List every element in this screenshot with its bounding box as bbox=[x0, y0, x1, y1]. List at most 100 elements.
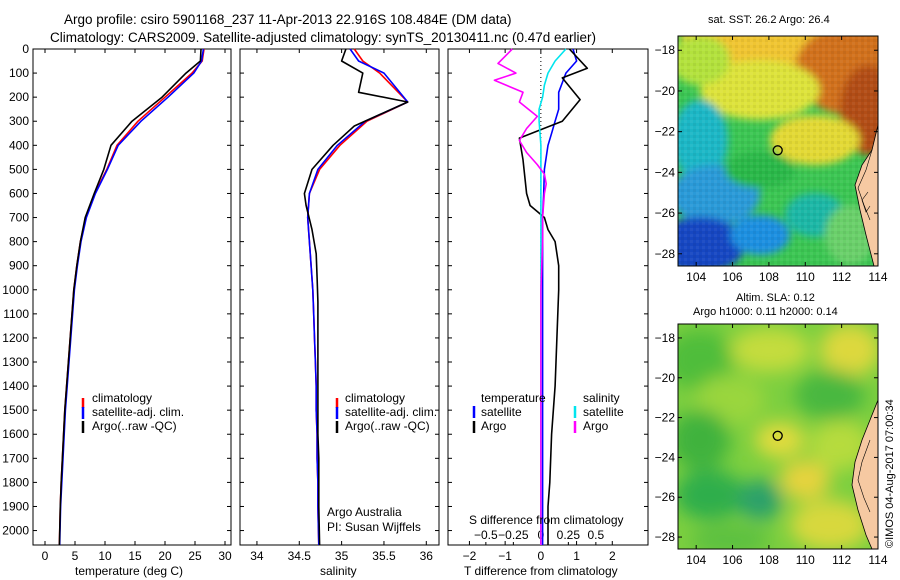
depth-tick-label: 500 bbox=[9, 162, 29, 176]
lat-tick-label: −28 bbox=[655, 530, 676, 544]
s-tick-label: −0.5 bbox=[474, 528, 498, 542]
lon-tick-label: 106 bbox=[723, 270, 743, 284]
lon-tick-label: 110 bbox=[796, 270, 815, 284]
s-tick-label: −0.25 bbox=[498, 528, 529, 542]
argo-raw-qc-profile-line bbox=[303, 48, 409, 546]
depth-tick-label: 1700 bbox=[2, 451, 29, 465]
salinity-depth-ticks bbox=[240, 48, 439, 532]
difference-depth-ticks bbox=[448, 48, 648, 532]
legend-temp-argo-label: Argo bbox=[481, 419, 507, 433]
depth-tick-label: 1800 bbox=[2, 475, 29, 489]
lat-tick-label: −20 bbox=[655, 84, 676, 98]
lon-tick-label: 104 bbox=[686, 270, 706, 284]
depth-tick-label: 1300 bbox=[2, 355, 29, 369]
figure-title-line2: Climatology: CARS2009. Satellite-adjuste… bbox=[50, 30, 596, 45]
lon-tick-label: 114 bbox=[868, 553, 887, 567]
sst-map-title: sat. SST: 26.2 Argo: 26.4 bbox=[708, 14, 830, 26]
depth-tick-label: 700 bbox=[9, 211, 29, 225]
temperature-profiles bbox=[58, 48, 205, 546]
legend-salinity-header: salinity bbox=[583, 391, 620, 405]
x-tick-label: 25 bbox=[188, 549, 202, 563]
depth-tick-label: 0 bbox=[22, 42, 29, 56]
legend-climatology-label: climatology bbox=[345, 391, 405, 405]
temperature-depth-ticks: 0 100 200 300 400 500 600 700 800 900 1000 1100 1200… bbox=[2, 42, 231, 538]
x-tick-label: 2 bbox=[609, 549, 616, 563]
credit-pi-name: PI: Susan Wijffels bbox=[327, 520, 421, 534]
lat-tick-label: −20 bbox=[655, 371, 676, 385]
depth-tick-label: 200 bbox=[9, 90, 29, 104]
depth-tick-label: 2000 bbox=[2, 524, 29, 538]
lon-tick-label: 106 bbox=[723, 553, 743, 567]
x-tick-label: 0 bbox=[42, 549, 49, 563]
legend-climatology-label: climatology bbox=[92, 391, 152, 405]
s-tick-label: 0.25 bbox=[557, 528, 581, 542]
lat-tick-label: −26 bbox=[655, 490, 676, 504]
temperature-argo-profile-line bbox=[518, 48, 589, 545]
salinity-legend: climatology satellite-adj. clim. Argo(..… bbox=[335, 391, 437, 433]
lon-tick-label: 110 bbox=[796, 553, 815, 567]
s-tick-label: 0.5 bbox=[588, 528, 605, 542]
difference-axes-box bbox=[447, 48, 649, 546]
difference-profiles bbox=[493, 48, 589, 545]
salinity-profiles bbox=[303, 48, 409, 546]
figure-title-line1: Argo profile: csiro 5901168_237 11-Apr-2… bbox=[64, 12, 512, 27]
legend-satellite-label: satellite-adj. clim. bbox=[92, 405, 184, 419]
argo-float-position-marker bbox=[772, 430, 783, 441]
sst-field bbox=[678, 36, 878, 266]
salinity-x-ticks: 34 34.5 35 35.5 36 bbox=[250, 49, 433, 563]
legend-argo-label: Argo(..raw -QC) bbox=[345, 419, 430, 433]
x-tick-label: −2 bbox=[463, 549, 477, 563]
sst-map-panel: sat. SST: 26.2 Argo: 26.4 bbox=[655, 14, 888, 284]
salinity-xlabel: salinity bbox=[320, 564, 357, 578]
sst-lon-ticks: 104 106 108 110 112 114 bbox=[686, 36, 888, 284]
x-tick-label: 20 bbox=[158, 549, 172, 563]
depth-tick-label: 1000 bbox=[2, 283, 29, 297]
argo-float-position-marker bbox=[772, 145, 783, 156]
depth-tick-label: 1200 bbox=[2, 331, 29, 345]
x-tick-label: 15 bbox=[128, 549, 142, 563]
lon-tick-label: 112 bbox=[832, 553, 851, 567]
depth-tick-label: 900 bbox=[9, 259, 29, 273]
legend-sal-argo-label: Argo bbox=[583, 419, 609, 433]
x-tick-label: 0 bbox=[538, 549, 545, 563]
sla-map-frame bbox=[677, 323, 879, 550]
x-tick-label: 35.5 bbox=[372, 549, 396, 563]
x-tick-label: 34 bbox=[250, 549, 264, 563]
lat-tick-label: −18 bbox=[655, 43, 676, 57]
legend-temperature-header: temperature bbox=[481, 391, 546, 405]
lat-tick-label: −22 bbox=[655, 411, 676, 425]
salinity-axes-box bbox=[239, 48, 440, 546]
x-tick-label: 10 bbox=[98, 549, 112, 563]
sla-map-title-line1: Altim. SLA: 0.12 bbox=[736, 292, 815, 304]
legend-argo-label: Argo(..raw -QC) bbox=[92, 419, 177, 433]
depth-tick-label: 1600 bbox=[2, 427, 29, 441]
x-tick-label: 1 bbox=[573, 549, 580, 563]
lon-tick-label: 104 bbox=[686, 553, 706, 567]
lat-tick-label: −22 bbox=[655, 125, 676, 139]
x-tick-label: 35 bbox=[335, 549, 349, 563]
temperature-x-ticks: 0 5 10 15 20 25 30 bbox=[42, 49, 232, 563]
sla-map-title-line2: Argo h1000: 0.11 h2000: 0.14 bbox=[693, 306, 838, 318]
sst-lat-ticks: −18 −20 −22 −24 −26 −28 bbox=[655, 43, 878, 261]
sst-map-frame bbox=[677, 35, 879, 267]
depth-tick-label: 1100 bbox=[3, 307, 29, 321]
argo-raw-qc-profile-line bbox=[58, 48, 202, 546]
credit-argo-australia: Argo Australia bbox=[327, 505, 402, 519]
lat-tick-label: −24 bbox=[655, 165, 676, 179]
x-tick-label: 34.5 bbox=[288, 549, 312, 563]
salinity-panel: 34 34.5 35 35.5 36 climatology satellite-adj… bbox=[239, 48, 440, 578]
s-difference-x-ticks: −0.5 −0.25 0 0.25 0.5 bbox=[474, 528, 605, 545]
depth-tick-label: 600 bbox=[9, 186, 29, 200]
depth-tick-label: 1500 bbox=[2, 403, 29, 417]
sla-map-panel: Altim. SLA: 0.12 Argo h1000: 0.11 h2000:… bbox=[655, 292, 888, 567]
lon-tick-label: 108 bbox=[759, 553, 779, 567]
lon-tick-label: 114 bbox=[868, 270, 887, 284]
depth-tick-label: 1900 bbox=[2, 499, 29, 513]
lat-tick-label: −18 bbox=[655, 331, 676, 345]
s-difference-xlabel: S difference from climatology bbox=[469, 513, 624, 527]
legend-satellite-label: satellite-adj. clim. bbox=[345, 405, 437, 419]
t-difference-x-ticks: −2 −1 0 1 2 bbox=[463, 49, 616, 563]
depth-tick-label: 300 bbox=[9, 114, 29, 128]
salinity-argo-profile-line bbox=[493, 48, 548, 545]
